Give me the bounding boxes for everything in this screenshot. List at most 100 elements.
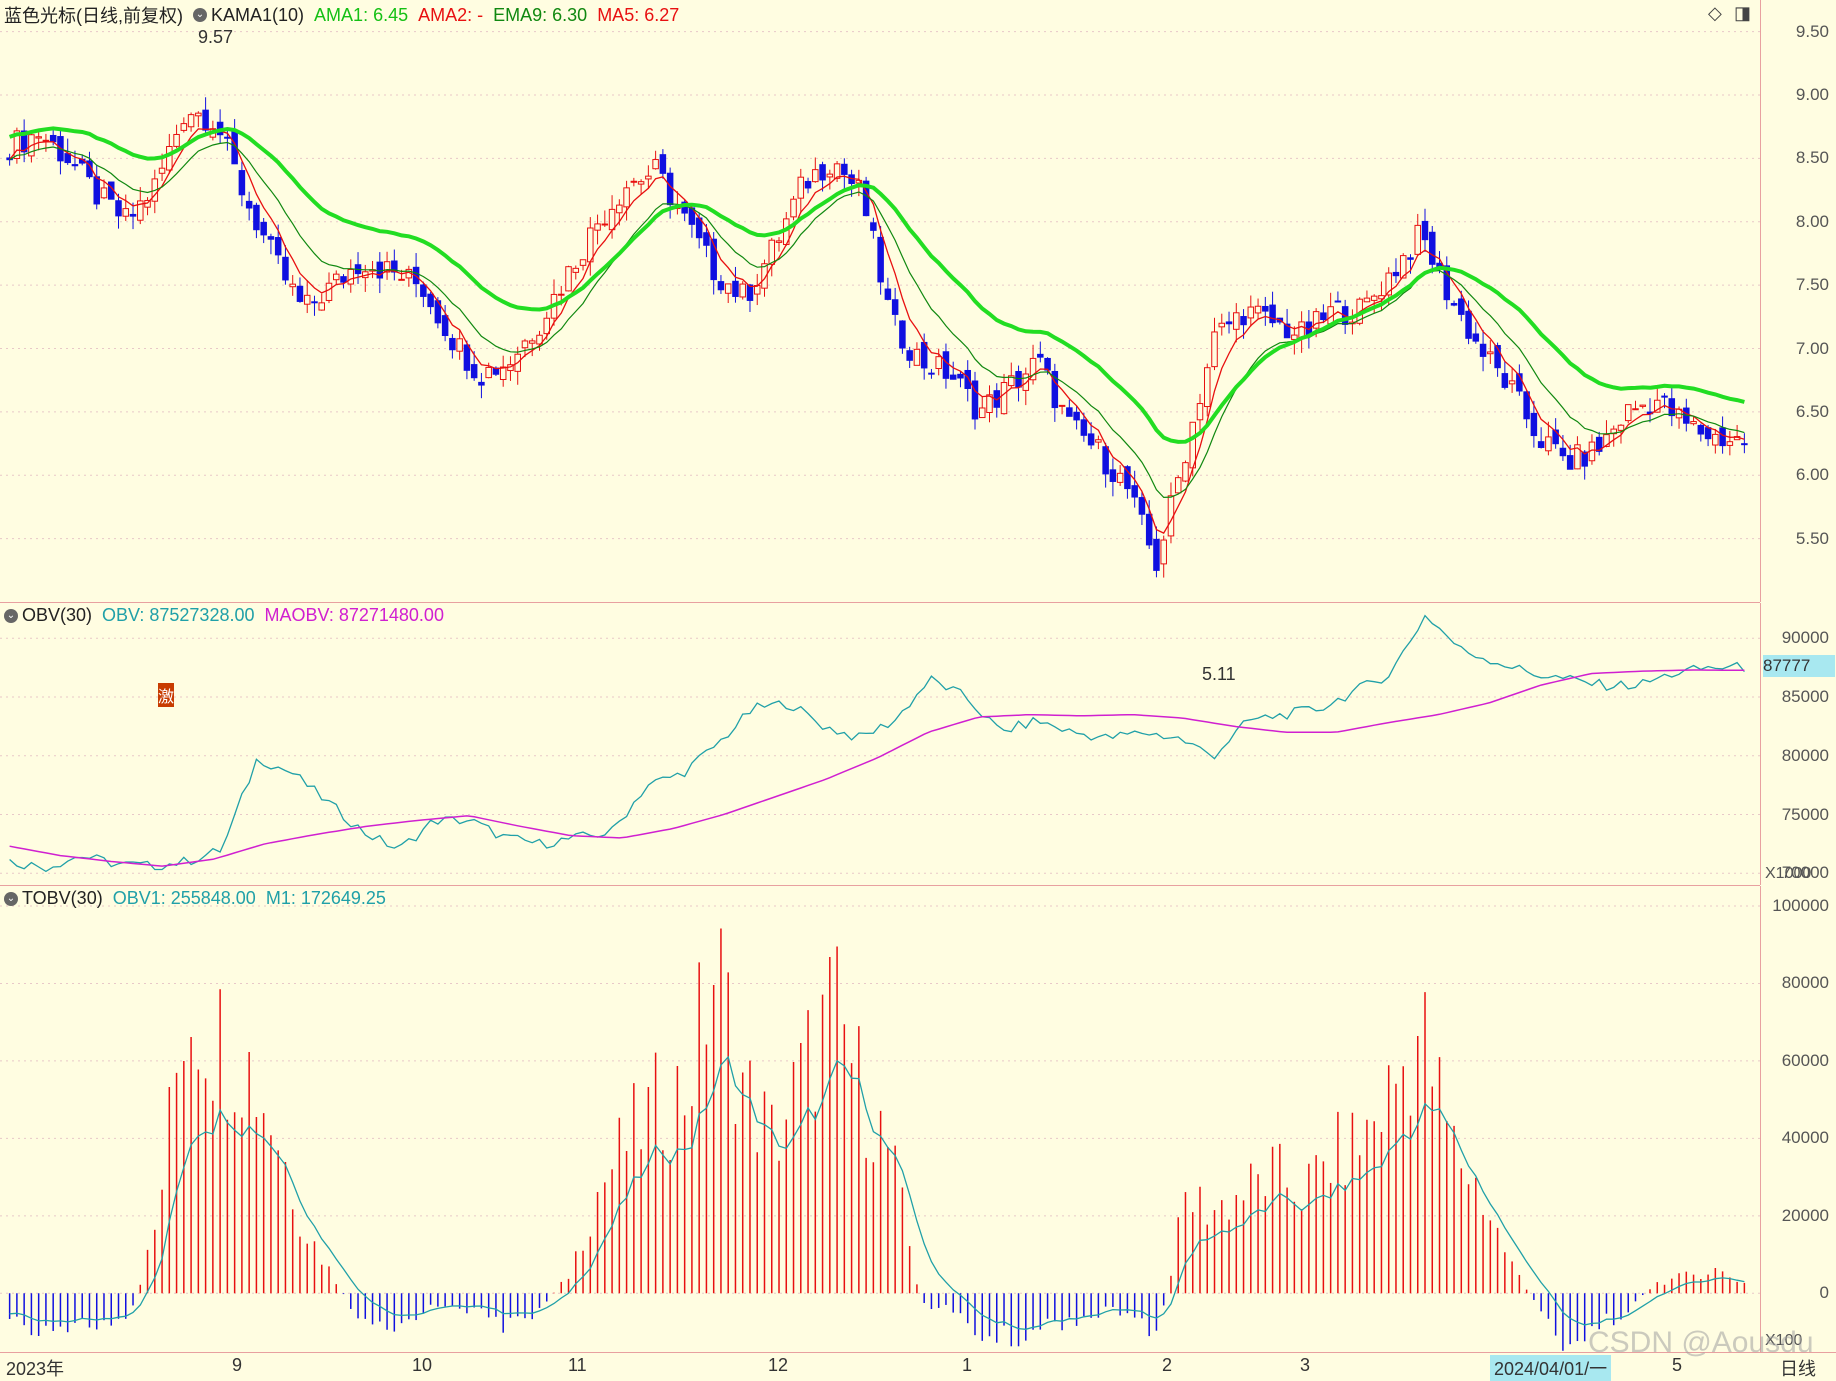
candle-up	[768, 239, 776, 265]
candle-down	[1523, 391, 1530, 420]
maobv-line	[9, 669, 1745, 867]
axis-tick-label: 7.50	[1795, 275, 1829, 295]
candle-up	[1254, 305, 1262, 314]
candle-up	[1574, 444, 1581, 470]
candle-up	[1095, 439, 1102, 443]
candle-up	[543, 317, 551, 335]
tobv-toggle-icon[interactable]: ⌄	[4, 891, 18, 906]
candle-down	[957, 373, 964, 379]
candle-down	[202, 109, 209, 131]
candle-up	[1116, 472, 1124, 483]
event-mark-badge[interactable]: 激	[158, 683, 175, 707]
axis-tick-label: 9.50	[1795, 21, 1829, 41]
tobv-indicator-name[interactable]: TOBV(30)	[22, 888, 103, 908]
candle-up	[1058, 404, 1066, 407]
candle-down	[1566, 455, 1574, 470]
candle-down	[920, 341, 928, 369]
obv-indicator-name[interactable]: OBV(30)	[22, 605, 93, 625]
candle-up	[790, 198, 797, 218]
candle-up	[100, 187, 108, 199]
candle-up	[166, 146, 173, 171]
candle-down	[1283, 323, 1291, 339]
axis-tick-label: 100000	[1772, 896, 1829, 915]
axis-tick-label: 6.00	[1795, 465, 1829, 485]
candle-down	[877, 236, 884, 283]
candle-down	[1472, 333, 1480, 342]
candle-up	[913, 348, 921, 366]
candle-down	[1240, 316, 1247, 326]
candle-up	[158, 167, 166, 174]
candle-down	[1595, 436, 1603, 452]
axis-tick-label: 0	[1819, 1283, 1829, 1303]
candle-down	[681, 201, 688, 214]
candle-up	[1385, 272, 1392, 296]
candle-up	[180, 123, 188, 131]
m1-value: M1: 172649.25	[265, 888, 386, 908]
candle-down	[1421, 220, 1429, 241]
candle-down	[1719, 427, 1726, 447]
candle-down	[238, 170, 246, 196]
candle-down	[1145, 513, 1153, 546]
candle-down	[1443, 265, 1451, 301]
candle-down	[964, 369, 971, 389]
main-price-panel[interactable]: 蓝色光标(日线,前复权) ⌄ KAMA1(10) AMA1: 6.45 AMA2…	[0, 0, 1760, 707]
candle-up	[775, 240, 783, 243]
candle-down	[1153, 538, 1160, 571]
time-axis-label: 5	[1672, 1355, 1683, 1375]
candle-up	[1399, 255, 1407, 279]
tobv-panel[interactable]: ⌄ TOBV(30) OBV1: 255848.00 M1: 172649.25	[0, 886, 1760, 1353]
candle-down	[1465, 310, 1472, 339]
time-axis-label: 1	[962, 1355, 973, 1375]
candle-up	[13, 130, 21, 160]
candle-up	[1624, 404, 1632, 422]
candle-up	[1196, 403, 1204, 421]
obv-panel[interactable]: ⌄ OBV(30) OBV: 87527328.00 MAOBV: 872714…	[0, 603, 1760, 886]
tobv-panel-header: ⌄ TOBV(30) OBV1: 255848.00 M1: 172649.25	[4, 888, 386, 909]
diamond-icon[interactable]: ◇	[1708, 3, 1722, 23]
obv-toggle-icon[interactable]: ⌄	[4, 608, 18, 623]
candle-up	[536, 334, 543, 345]
candle-down	[1066, 407, 1073, 417]
candle-down	[1131, 485, 1138, 498]
candle-up	[187, 114, 195, 128]
candle-up	[303, 294, 311, 305]
axis-tick-label: 90000	[1781, 628, 1829, 648]
candle-down	[906, 350, 913, 361]
obv-chart[interactable]	[0, 603, 1760, 885]
period-label[interactable]: 日线	[1780, 1359, 1816, 1379]
candle-up	[1203, 367, 1211, 408]
candle-down	[819, 164, 826, 181]
panel-toggle-icon[interactable]: ◨	[1734, 3, 1752, 23]
candle-down	[804, 180, 812, 189]
candle-up	[1218, 322, 1226, 328]
candle-up	[978, 407, 986, 419]
candle-down	[1269, 304, 1276, 324]
low-price-label: 5.11	[1202, 664, 1236, 684]
axis-tick-label: 20000	[1781, 1205, 1829, 1225]
candle-up	[630, 180, 638, 183]
candle-down	[267, 236, 275, 240]
indicator-name[interactable]: KAMA1(10)	[211, 4, 305, 25]
candle-down	[732, 280, 739, 297]
candle-down	[340, 276, 347, 283]
candlestick-chart[interactable]	[0, 0, 1760, 602]
candle-down	[449, 337, 456, 351]
candle-down	[1392, 271, 1400, 277]
candle-down	[1450, 303, 1458, 306]
main-price-axis: 9.50 9.00 8.50 8.00 7.50 7.00 6.50 6.00 5.50	[1760, 0, 1836, 602]
tobv-chart[interactable]	[0, 886, 1760, 1352]
candle-up	[485, 366, 492, 379]
candle-down	[891, 299, 899, 315]
candle-down	[1044, 357, 1051, 371]
candle-up	[289, 283, 296, 288]
candle-down	[470, 364, 478, 379]
candle-down	[64, 153, 71, 164]
candle-down	[1552, 429, 1559, 445]
candle-up	[579, 259, 587, 266]
candle-down	[884, 288, 892, 300]
candle-up	[1174, 477, 1182, 494]
indicator-toggle-icon[interactable]: ⌄	[193, 8, 207, 22]
candle-down	[463, 344, 471, 371]
axis-tick-label: 40000	[1781, 1128, 1829, 1148]
obv-value: OBV: 87527328.00	[102, 605, 255, 625]
